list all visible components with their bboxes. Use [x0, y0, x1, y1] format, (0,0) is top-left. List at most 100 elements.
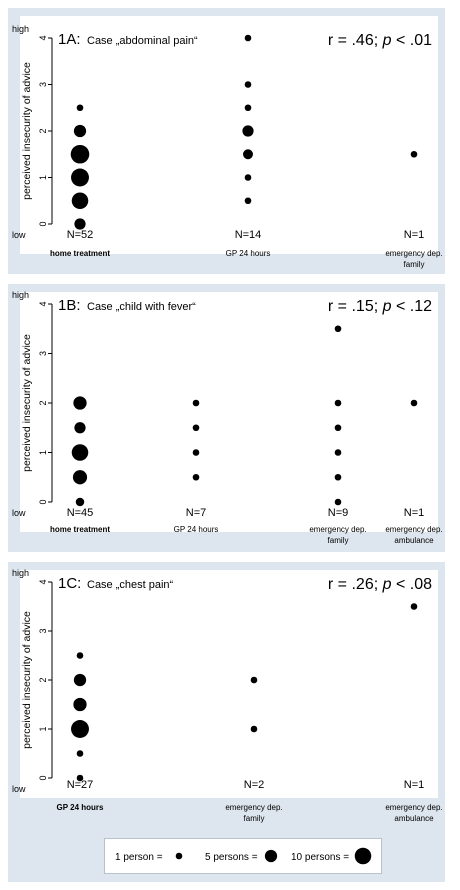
n-label: N=1	[404, 779, 425, 791]
n-label: N=9	[328, 507, 349, 519]
category-label: emergency dep.	[385, 803, 442, 812]
panel-label: 1B:	[58, 297, 81, 314]
n-label: N=45	[67, 507, 94, 519]
data-point	[192, 449, 200, 456]
y-tick-label: 2	[38, 677, 48, 682]
y-tick-label: 0	[38, 499, 48, 504]
category-label: emergency dep.	[385, 249, 442, 258]
y-axis-title: perceived insecurity of advice	[21, 334, 33, 472]
panel-1a: 0 1 2 3 4 high low perceived insecurity of advi…	[8, 8, 445, 274]
y-tick-label: 1	[38, 450, 48, 455]
chart-1c: 0 1 2 3 4 high low perceived insecurity of advi…	[12, 568, 443, 823]
y-tick-label: 1	[38, 726, 48, 731]
data-point	[76, 774, 84, 782]
category-label: ambulance	[394, 814, 434, 823]
data-point	[334, 473, 342, 481]
stat-annotation: r = .26; p < .08	[328, 576, 432, 593]
n-label: N=1	[404, 229, 425, 241]
category-label: home treatment	[50, 525, 110, 534]
data-point	[71, 192, 89, 210]
data-point	[410, 150, 418, 158]
data-point	[70, 144, 90, 164]
case-title: Case „abdominal pain“	[87, 35, 198, 47]
chart-1b: 0 1 2 3 4 high low perceived insecurity of advi…	[12, 290, 443, 545]
y-tick-label: 2	[38, 400, 48, 405]
category-label: GP 24 hours	[226, 249, 271, 258]
data-point	[73, 124, 87, 138]
data-point	[71, 168, 89, 187]
data-point	[192, 399, 200, 407]
data-point	[250, 725, 258, 733]
n-label: N=1	[404, 507, 425, 519]
data-point	[334, 449, 342, 456]
panel-1c: 0 1 2 3 4 high low perceived insecurity of advi…	[8, 562, 445, 882]
y-tick-label: 1	[38, 175, 48, 180]
category-label: emergency dep.	[309, 525, 366, 534]
y-axis-title: perceived insecurity of advice	[21, 62, 33, 200]
legend-label: 10 persons =	[291, 852, 349, 863]
n-label: N=2	[244, 779, 265, 791]
y-axis-title: perceived insecurity of advice	[21, 611, 33, 749]
data-point	[73, 673, 87, 687]
y-low-label: low	[12, 784, 26, 794]
data-point	[334, 325, 342, 333]
data-point	[334, 424, 342, 432]
n-label: N=14	[235, 229, 262, 241]
data-point	[73, 697, 87, 712]
data-point	[75, 497, 85, 507]
category-label: GP 24 hours	[174, 525, 219, 534]
size-legend-svg: 1 person = 5 persons = 10 persons =	[115, 847, 372, 865]
data-point	[244, 174, 252, 181]
stat-annotation: r = .46; p < .01	[328, 32, 432, 49]
category-label: home treatment	[50, 249, 110, 258]
y-high-label: high	[12, 290, 29, 300]
n-label: N=52	[67, 229, 94, 241]
y-low-label: low	[12, 508, 26, 518]
category-label: family	[244, 814, 265, 823]
data-point	[76, 652, 84, 659]
data-point	[192, 424, 200, 432]
panel-label: 1C:	[58, 575, 81, 592]
case-title: Case „child with fever“	[87, 301, 196, 313]
data-point	[244, 197, 252, 205]
y-tick-label: 3	[38, 351, 48, 356]
data-point	[74, 218, 86, 230]
data-point	[250, 676, 258, 684]
data-point	[71, 444, 89, 461]
data-point	[334, 399, 342, 407]
data-point	[334, 498, 342, 506]
case-title: Case „chest pain“	[87, 579, 174, 591]
data-point	[244, 81, 252, 88]
y-tick-label: 4	[38, 301, 48, 306]
n-label: N=7	[186, 507, 207, 519]
n-label: N=27	[67, 779, 94, 791]
category-label: family	[328, 536, 349, 545]
data-point	[192, 473, 200, 481]
data-point	[76, 750, 84, 757]
data-point	[410, 603, 418, 610]
data-point	[243, 149, 253, 160]
y-tick-label: 4	[38, 35, 48, 40]
y-tick-label: 3	[38, 82, 48, 87]
data-point	[73, 396, 87, 410]
y-tick-label: 0	[38, 775, 48, 780]
legend-marker	[175, 852, 183, 860]
size-legend: 1 person = 5 persons = 10 persons =	[104, 838, 382, 874]
y-tick-label: 0	[38, 221, 48, 226]
data-point	[72, 470, 88, 485]
y-tick-label: 4	[38, 579, 48, 584]
legend-label: 1 person =	[115, 852, 163, 863]
data-point	[244, 34, 252, 42]
data-point	[410, 399, 418, 407]
data-point	[242, 125, 254, 137]
plot-area	[20, 570, 438, 798]
data-point	[71, 720, 89, 738]
panel-label: 1A:	[58, 31, 81, 48]
legend-marker	[354, 847, 372, 865]
data-point	[74, 422, 86, 434]
category-label: ambulance	[394, 536, 434, 545]
plot-area	[20, 292, 438, 532]
y-low-label: low	[12, 230, 26, 240]
category-label: family	[404, 260, 425, 269]
plot-area	[20, 16, 438, 254]
